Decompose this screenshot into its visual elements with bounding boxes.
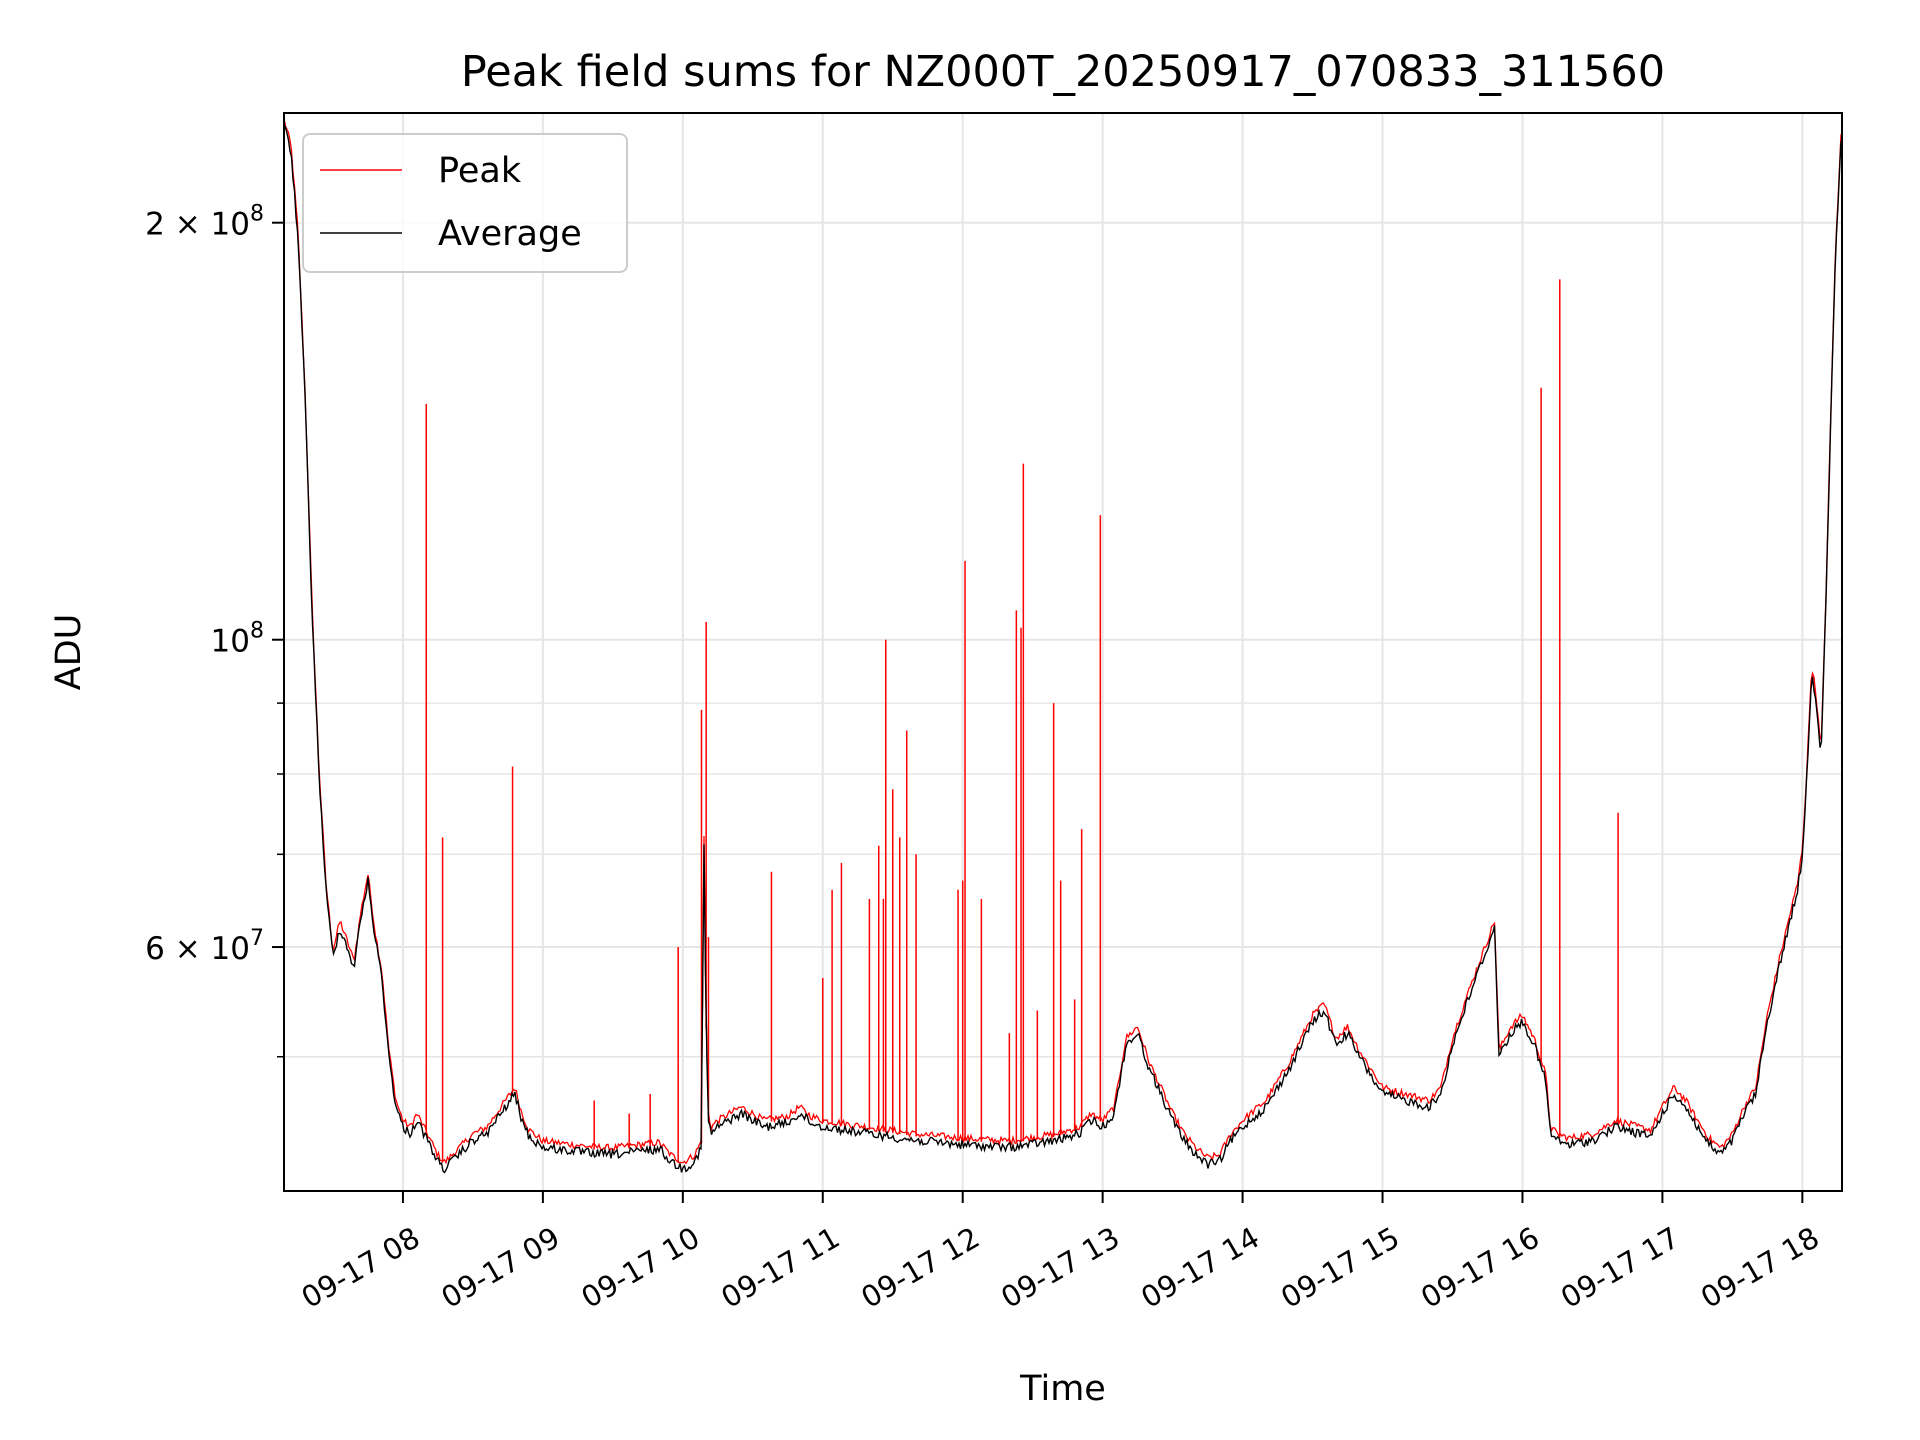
x-axis-label: Time (1019, 1369, 1106, 1409)
chart-title: Peak field sums for NZ000T_20250917_0708… (461, 47, 1665, 97)
y-axis: 2 × 108 108 6 × 107 (145, 202, 284, 1058)
grid (284, 113, 1842, 1191)
series-layer (284, 117, 1842, 1174)
y-tick-label: 108 (211, 619, 264, 660)
y-tick-label: 2 × 108 (145, 202, 264, 243)
y-axis-label: ADU (49, 614, 89, 691)
legend-label-average: Average (438, 214, 582, 254)
plot-frame (283, 112, 1843, 1192)
legend-label-peak: Peak (438, 151, 522, 191)
legend: Peak Average (302, 133, 628, 273)
average-series-line (284, 123, 1842, 1174)
peak-series-line (284, 117, 1842, 1165)
legend-box (302, 133, 628, 273)
y-tick-label: 6 × 107 (145, 926, 264, 967)
